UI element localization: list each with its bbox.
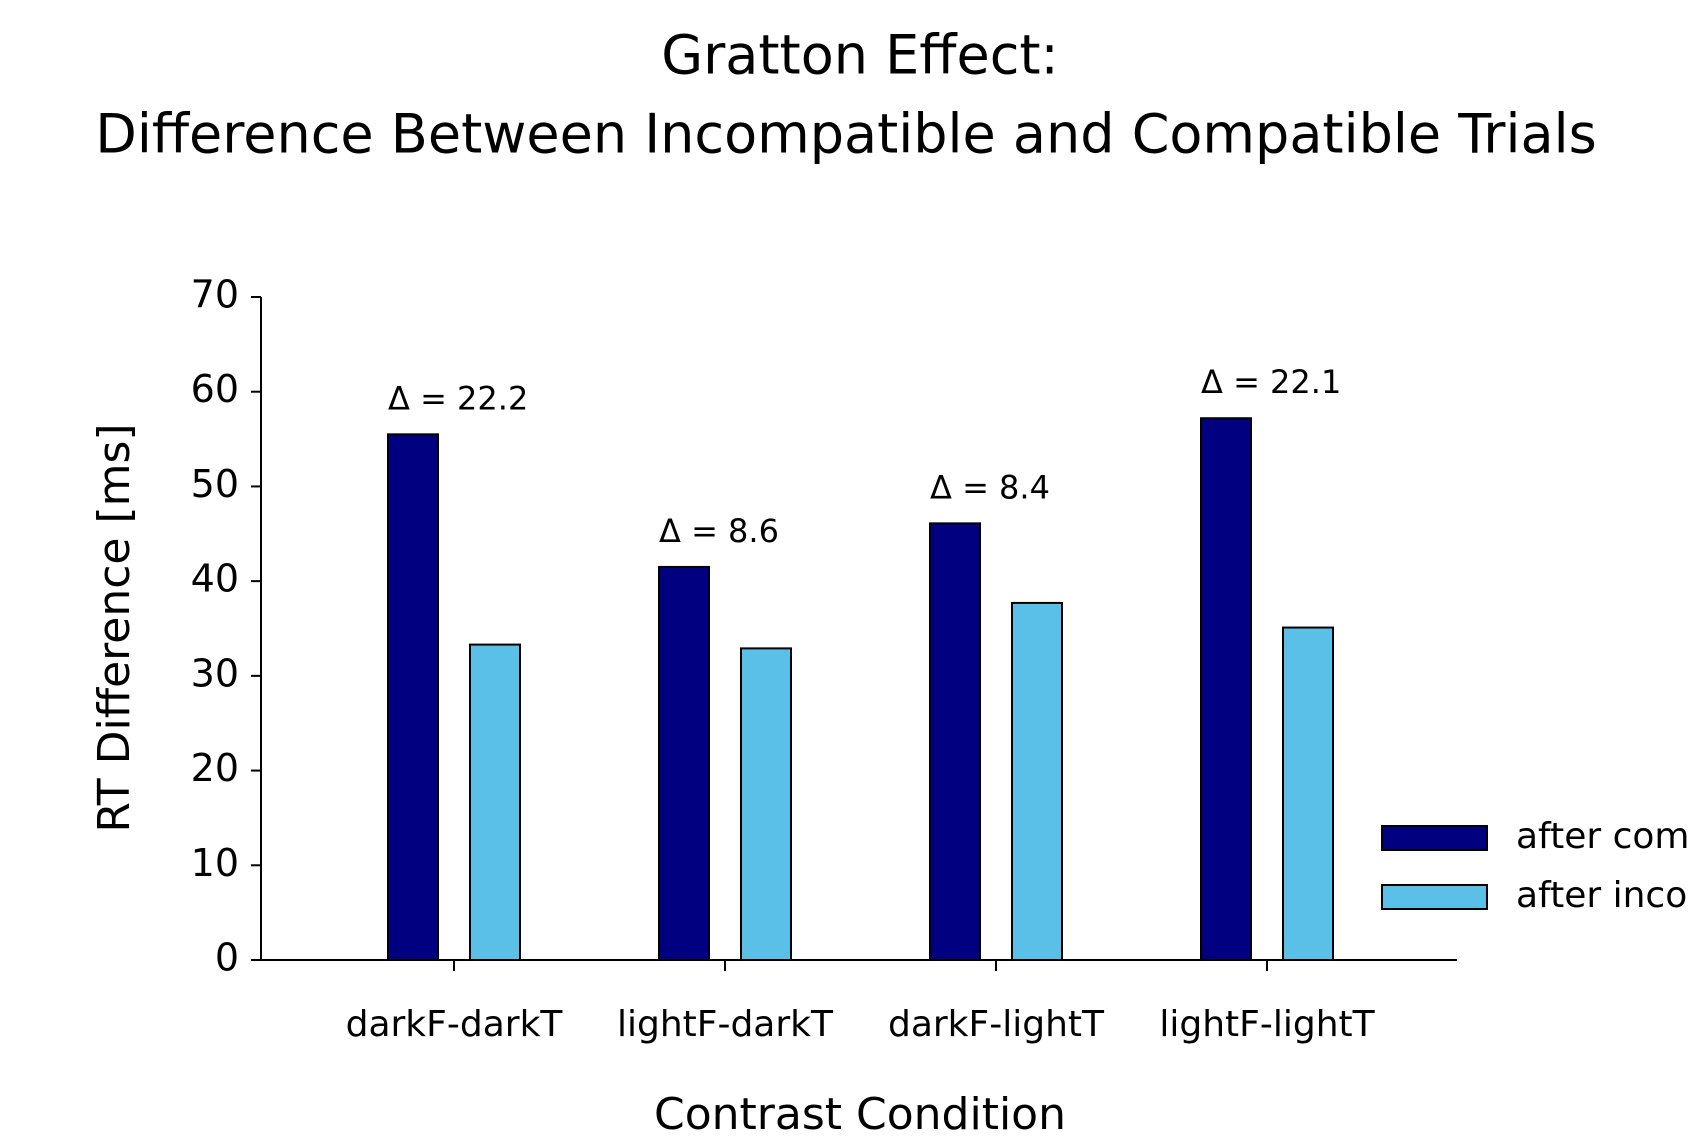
y-tick-label: 60 xyxy=(191,367,239,411)
bar xyxy=(658,565,710,962)
y-tick-label: 50 xyxy=(191,462,239,506)
y-tick-label: 30 xyxy=(191,651,239,695)
x-tick-label: darkF-darkT xyxy=(346,1004,564,1045)
annotation: Δ = 22.2 xyxy=(388,379,528,417)
chart-subtitle: Difference Between Incompatible and Comp… xyxy=(95,103,1596,166)
y-tick-label: 10 xyxy=(191,841,239,885)
bar xyxy=(387,433,439,962)
bar xyxy=(1011,601,1063,961)
legend-swatch xyxy=(1381,884,1488,910)
bar xyxy=(1282,626,1334,961)
y-tick-label: 40 xyxy=(191,557,239,601)
legend-swatch xyxy=(1381,825,1488,851)
legend-label: after inco xyxy=(1516,875,1687,916)
bar xyxy=(740,647,792,961)
annotation: Δ = 8.6 xyxy=(659,512,779,550)
x-axis-label: Contrast Condition xyxy=(654,1089,1066,1140)
legend-label: after com xyxy=(1516,816,1690,857)
y-tick-label: 0 xyxy=(215,936,239,980)
y-axis-label: RT Difference [ms] xyxy=(89,423,140,832)
bar xyxy=(1200,417,1252,961)
x-tick-label: lightF-darkT xyxy=(617,1004,834,1045)
bar xyxy=(929,522,981,961)
x-tick-label: darkF-lightT xyxy=(888,1004,1105,1045)
y-tick-label: 20 xyxy=(191,746,239,790)
bar xyxy=(469,643,521,961)
annotation: Δ = 22.1 xyxy=(1201,363,1341,401)
chart-title: Gratton Effect: xyxy=(661,24,1059,87)
y-tick-label: 70 xyxy=(191,273,239,317)
x-tick-label: lightF-lightT xyxy=(1159,1004,1375,1045)
annotation: Δ = 8.4 xyxy=(930,468,1050,506)
